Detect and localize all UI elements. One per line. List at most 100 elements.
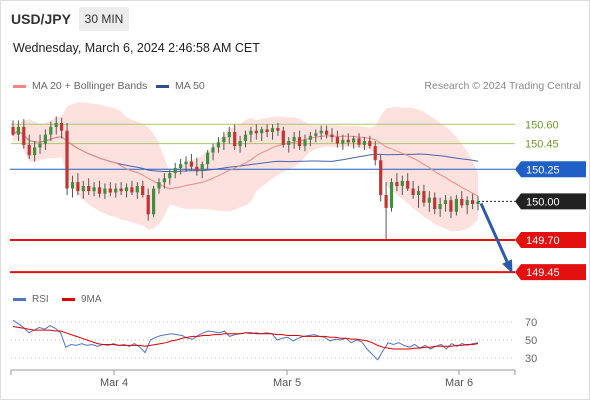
candle-body — [438, 204, 442, 210]
candle-body — [227, 132, 231, 138]
copyright-text: Research © 2024 Trading Central — [424, 80, 581, 92]
candle-body — [319, 130, 323, 134]
ma20-line — [12, 130, 479, 197]
candle-body — [433, 197, 437, 210]
rsi-tick-label: 30 — [525, 353, 537, 365]
timeframe-badge[interactable]: 30 MIN — [79, 7, 129, 31]
candle-body — [308, 135, 312, 140]
candle-body — [243, 134, 248, 141]
candle-body — [54, 123, 58, 127]
candle-body — [135, 186, 139, 193]
candle-body — [103, 188, 107, 194]
candle-body — [233, 132, 237, 147]
legend-ma50: MA 50 — [156, 80, 205, 92]
candle-body — [157, 182, 161, 189]
candle-body — [65, 130, 69, 189]
x-tick-label: Mar 4 — [100, 377, 128, 389]
candle-body — [362, 141, 366, 145]
projection-arrow — [479, 202, 512, 269]
candle-body — [379, 160, 383, 195]
candle-body — [70, 182, 75, 189]
candle-body — [395, 182, 399, 186]
instrument-label: USD/JPY — [11, 11, 71, 27]
candle-body — [454, 198, 458, 212]
level-label-150.45: 150.45 — [525, 139, 559, 151]
candle-body — [460, 198, 464, 206]
candle-body — [276, 128, 280, 131]
legend-rsi: RSI — [13, 294, 49, 305]
chart-datetime: Wednesday, March 6, 2024 2:46:58 AM CET — [13, 41, 260, 55]
rsi-ma-swatch-icon — [62, 297, 75, 301]
candle-body — [357, 138, 361, 145]
candle-body — [195, 166, 199, 171]
candle-body — [335, 137, 339, 144]
candle-body — [179, 164, 183, 168]
rsi-label: RSI — [32, 294, 49, 305]
candle-body — [303, 139, 307, 147]
candle-body — [389, 182, 394, 208]
candle-body — [211, 147, 215, 153]
candle-body — [87, 186, 91, 192]
candle-body — [287, 141, 291, 145]
candle-body — [168, 173, 172, 179]
candle-body — [22, 126, 26, 145]
candle-body — [352, 138, 356, 143]
candle-body — [81, 186, 85, 192]
legend-rsi-ma: 9MA — [62, 294, 102, 305]
candle-body — [406, 180, 410, 189]
x-tick-label: Mar 6 — [445, 377, 473, 389]
candle-body — [189, 161, 193, 167]
candle-body — [141, 186, 145, 195]
candle-body — [314, 133, 318, 136]
ma50-label: MA 50 — [175, 80, 205, 92]
level-tag-149.70 — [515, 232, 586, 248]
candle-body — [465, 200, 469, 206]
candle-body — [124, 187, 129, 192]
rsi-tick-label: 50 — [525, 335, 537, 347]
arrow-head-icon — [502, 259, 513, 274]
candle-body — [114, 188, 118, 193]
candle-body — [416, 191, 421, 195]
candle-body — [33, 147, 37, 156]
candle-body — [43, 134, 47, 144]
candle-body — [130, 187, 134, 193]
level-label-150.60: 150.60 — [525, 119, 559, 131]
x-tick-label: Mar 5 — [273, 377, 301, 389]
rsi-tick-label: 70 — [525, 317, 537, 329]
candle-body — [119, 188, 123, 192]
candle-body — [292, 137, 296, 141]
candle-body — [260, 129, 264, 134]
candle-body — [427, 197, 431, 203]
candle-body — [449, 200, 453, 212]
candle-body — [60, 123, 64, 131]
candle-body — [38, 143, 42, 148]
candle-body — [254, 130, 258, 134]
level-label-150.00: 150.00 — [526, 196, 560, 208]
candle-body — [384, 195, 388, 208]
candle-body — [173, 168, 177, 174]
candle-body — [281, 130, 285, 145]
level-label-150.25: 150.25 — [526, 164, 560, 176]
level-tag-149.45 — [515, 264, 586, 281]
candle-body — [49, 126, 53, 135]
candle-body — [200, 164, 204, 171]
level-tag-150.25 — [515, 161, 586, 178]
candle-body — [108, 188, 112, 193]
candle-body — [346, 139, 350, 143]
rsi-ma-line — [12, 326, 479, 350]
legend-ma20: MA 20 + Bollinger Bands — [13, 80, 147, 92]
candle-body — [249, 130, 253, 135]
candle-body — [16, 126, 20, 135]
candle-body — [471, 200, 475, 204]
candle-body — [422, 191, 426, 203]
candle-body — [330, 134, 334, 138]
candle-body — [341, 139, 345, 144]
candle-body — [368, 141, 372, 147]
rsi-ma-label: 9MA — [81, 294, 102, 305]
candle-body — [162, 178, 166, 183]
ma50-swatch-icon — [156, 84, 169, 88]
bollinger-band-area — [13, 102, 478, 232]
candle-body — [216, 142, 220, 148]
candle-body — [184, 161, 188, 165]
